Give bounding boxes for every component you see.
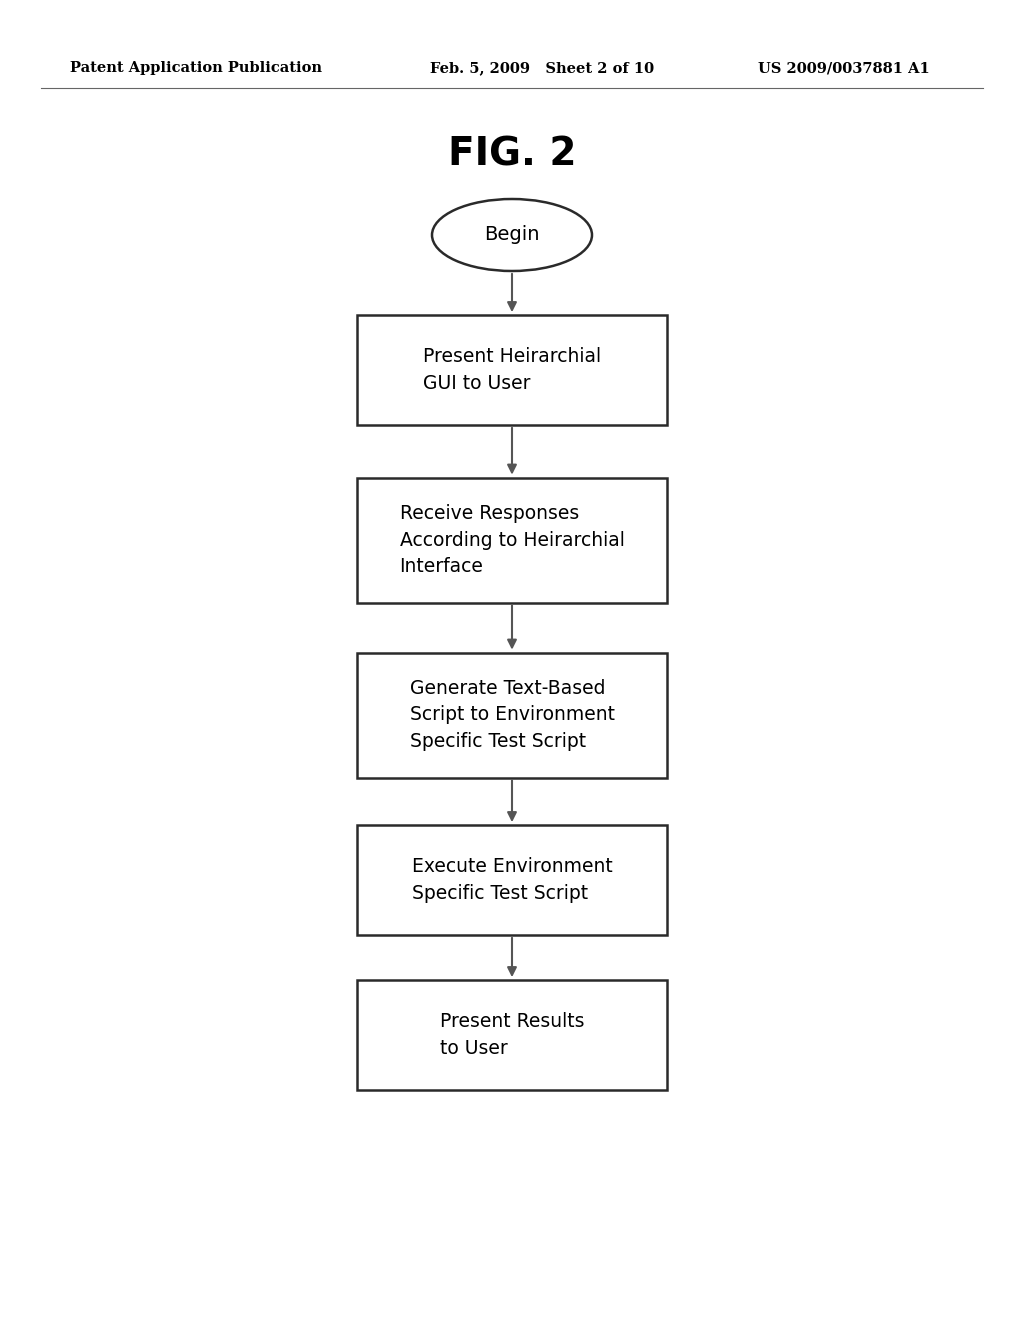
Text: Feb. 5, 2009   Sheet 2 of 10: Feb. 5, 2009 Sheet 2 of 10: [430, 61, 654, 75]
Text: Present Results
to User: Present Results to User: [439, 1012, 585, 1057]
Bar: [357, 825, 667, 935]
Bar: [357, 979, 667, 1090]
Text: Present Heirarchial
GUI to User: Present Heirarchial GUI to User: [423, 347, 601, 393]
Text: Execute Environment
Specific Test Script: Execute Environment Specific Test Script: [412, 857, 612, 903]
Bar: [357, 315, 667, 425]
Text: FIG. 2: FIG. 2: [447, 136, 577, 174]
Text: US 2009/0037881 A1: US 2009/0037881 A1: [758, 61, 930, 75]
Text: Generate Text-Based
Script to Environment
Specific Test Script: Generate Text-Based Script to Environmen…: [410, 678, 614, 751]
Bar: [357, 478, 667, 602]
Text: Patent Application Publication: Patent Application Publication: [70, 61, 322, 75]
Text: Receive Responses
According to Heirarchial
Interface: Receive Responses According to Heirarchi…: [399, 504, 625, 576]
Text: Begin: Begin: [484, 226, 540, 244]
Ellipse shape: [432, 199, 592, 271]
Bar: [357, 652, 667, 777]
